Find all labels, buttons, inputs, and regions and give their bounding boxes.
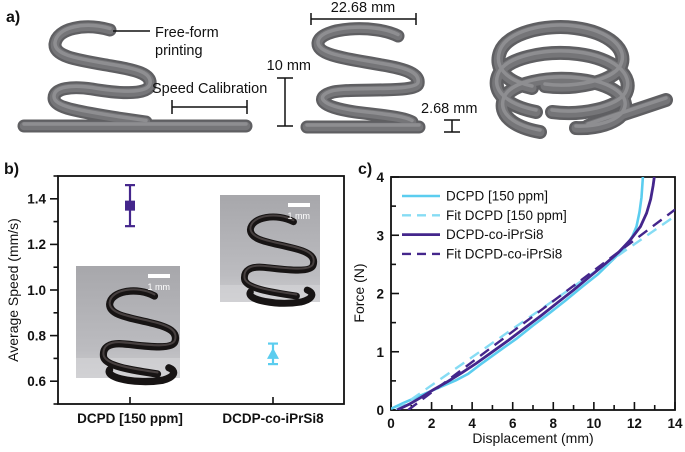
y-tick-label: 3: [376, 228, 384, 243]
data-point-dcpd: [125, 184, 135, 228]
x-category-label: DCPD [150 ppm]: [77, 411, 183, 426]
y-tick-label: 2: [376, 287, 384, 302]
x-tick-label: 4: [468, 416, 476, 431]
x-tick-label: 0: [387, 416, 395, 431]
panel-a-label: a): [6, 9, 20, 26]
spring-render-perspective: [489, 20, 673, 139]
square-marker: [125, 200, 135, 211]
y-tick-label: 1.4: [27, 192, 46, 207]
y-tick-label: 1: [376, 345, 384, 360]
spring-render-side-middle: [300, 22, 426, 134]
freeform-label-line2: printing: [155, 43, 203, 59]
panel-b: b) Average Speed (mm/s) 1 mm 1 mm 0.6 0.8…: [4, 161, 345, 426]
panel-c: c) Displacement (mm) Force (N) 0 2 4 6 8 10 12…: [351, 161, 683, 446]
x-tick-label: 10: [586, 416, 601, 431]
x-tick-label: 14: [667, 416, 683, 431]
dim-pitch-label: 2.68 mm: [421, 101, 477, 117]
y-tick-label: 0.8: [27, 328, 46, 343]
dim-pitch-bracket: [444, 119, 460, 133]
inset-photo-dcdp-co-iprsi8: 1 mm: [220, 195, 320, 303]
x-tick-label: 8: [550, 416, 558, 431]
speed-calibration-label: Speed Calibration: [152, 81, 267, 97]
dim-height-label: 10 mm: [267, 58, 311, 74]
x-tick-label: 6: [509, 416, 517, 431]
legend-label: DCPD-co-iPrSi8: [446, 227, 544, 242]
panel-b-y-axis-title: Average Speed (mm/s): [5, 218, 21, 362]
legend-label: Fit DCPD [150 ppm]: [446, 208, 567, 223]
x-tick-label: 12: [627, 416, 642, 431]
legend: DCPD [150 ppm] Fit DCPD [150 ppm] DCPD-co-…: [402, 189, 567, 262]
y-tick-label: 1.2: [27, 237, 46, 252]
x-category-label: DCDP-co-iPrSi8: [222, 411, 324, 426]
panel-c-x-axis-title: Displacement (mm): [472, 430, 593, 446]
panel-a: a) Free-form printing Speed Calibration: [6, 0, 673, 139]
dim-width-bracket: [310, 13, 417, 25]
triangle-marker: [267, 347, 279, 359]
freeform-label-line1: Free-form: [155, 25, 219, 41]
x-tick-label: 2: [428, 416, 436, 431]
inset-photo-dcpd: 1 mm: [76, 266, 180, 382]
y-tick-label: 0: [376, 403, 384, 418]
series-line-fit-dcpd-150-ppm-: [395, 215, 675, 410]
series-line-fit-dcpd-co-iprsi8: [407, 208, 675, 410]
legend-label: DCPD [150 ppm]: [446, 189, 548, 204]
speed-calibration-bracket: [171, 100, 248, 114]
scale-bar: [288, 203, 310, 207]
y-tick-label: 4: [376, 170, 384, 185]
scale-bar-label: 1 mm: [148, 282, 171, 292]
y-tick-label: 1.0: [27, 283, 46, 298]
scale-bar: [148, 274, 170, 278]
spring-render-side-left: [17, 20, 253, 133]
dim-height-bracket: [277, 77, 293, 127]
panel-c-label: c): [358, 161, 372, 178]
curves-group: [391, 177, 675, 410]
panel-c-y-axis-title: Force (N): [351, 263, 367, 322]
y-tick-label: 0.6: [27, 374, 46, 389]
scale-bar-label: 1 mm: [288, 211, 311, 221]
panel-b-label: b): [4, 161, 19, 178]
dim-width-label: 22.68 mm: [331, 0, 395, 16]
data-point-dcdp-co-iprsi8: [267, 342, 279, 366]
legend-label: Fit DCPD-co-iPrSi8: [446, 247, 562, 262]
